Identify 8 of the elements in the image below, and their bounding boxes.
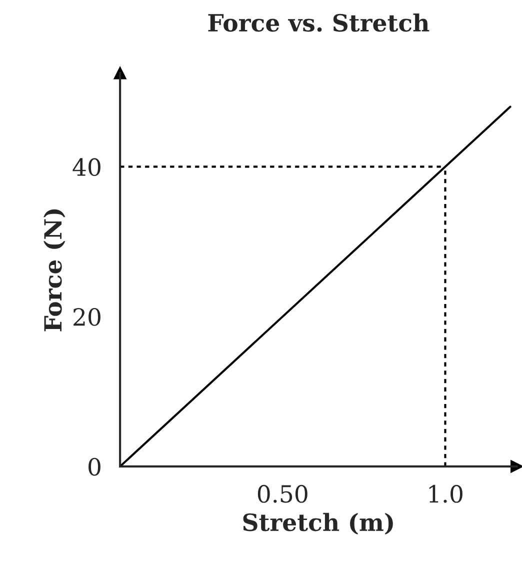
y-axis-title: Force (N) <box>44 209 66 332</box>
x-tick-label: 0.50 <box>258 484 308 503</box>
chart-title: Force vs. Stretch <box>208 13 430 32</box>
y-tick-label: 40 <box>72 158 100 176</box>
x-tick-label: 1.0 <box>429 484 462 503</box>
y-tick-label: 0 <box>88 458 100 476</box>
y-tick-label: 20 <box>74 308 100 326</box>
x-axis-title: Stretch (m) <box>243 512 393 535</box>
